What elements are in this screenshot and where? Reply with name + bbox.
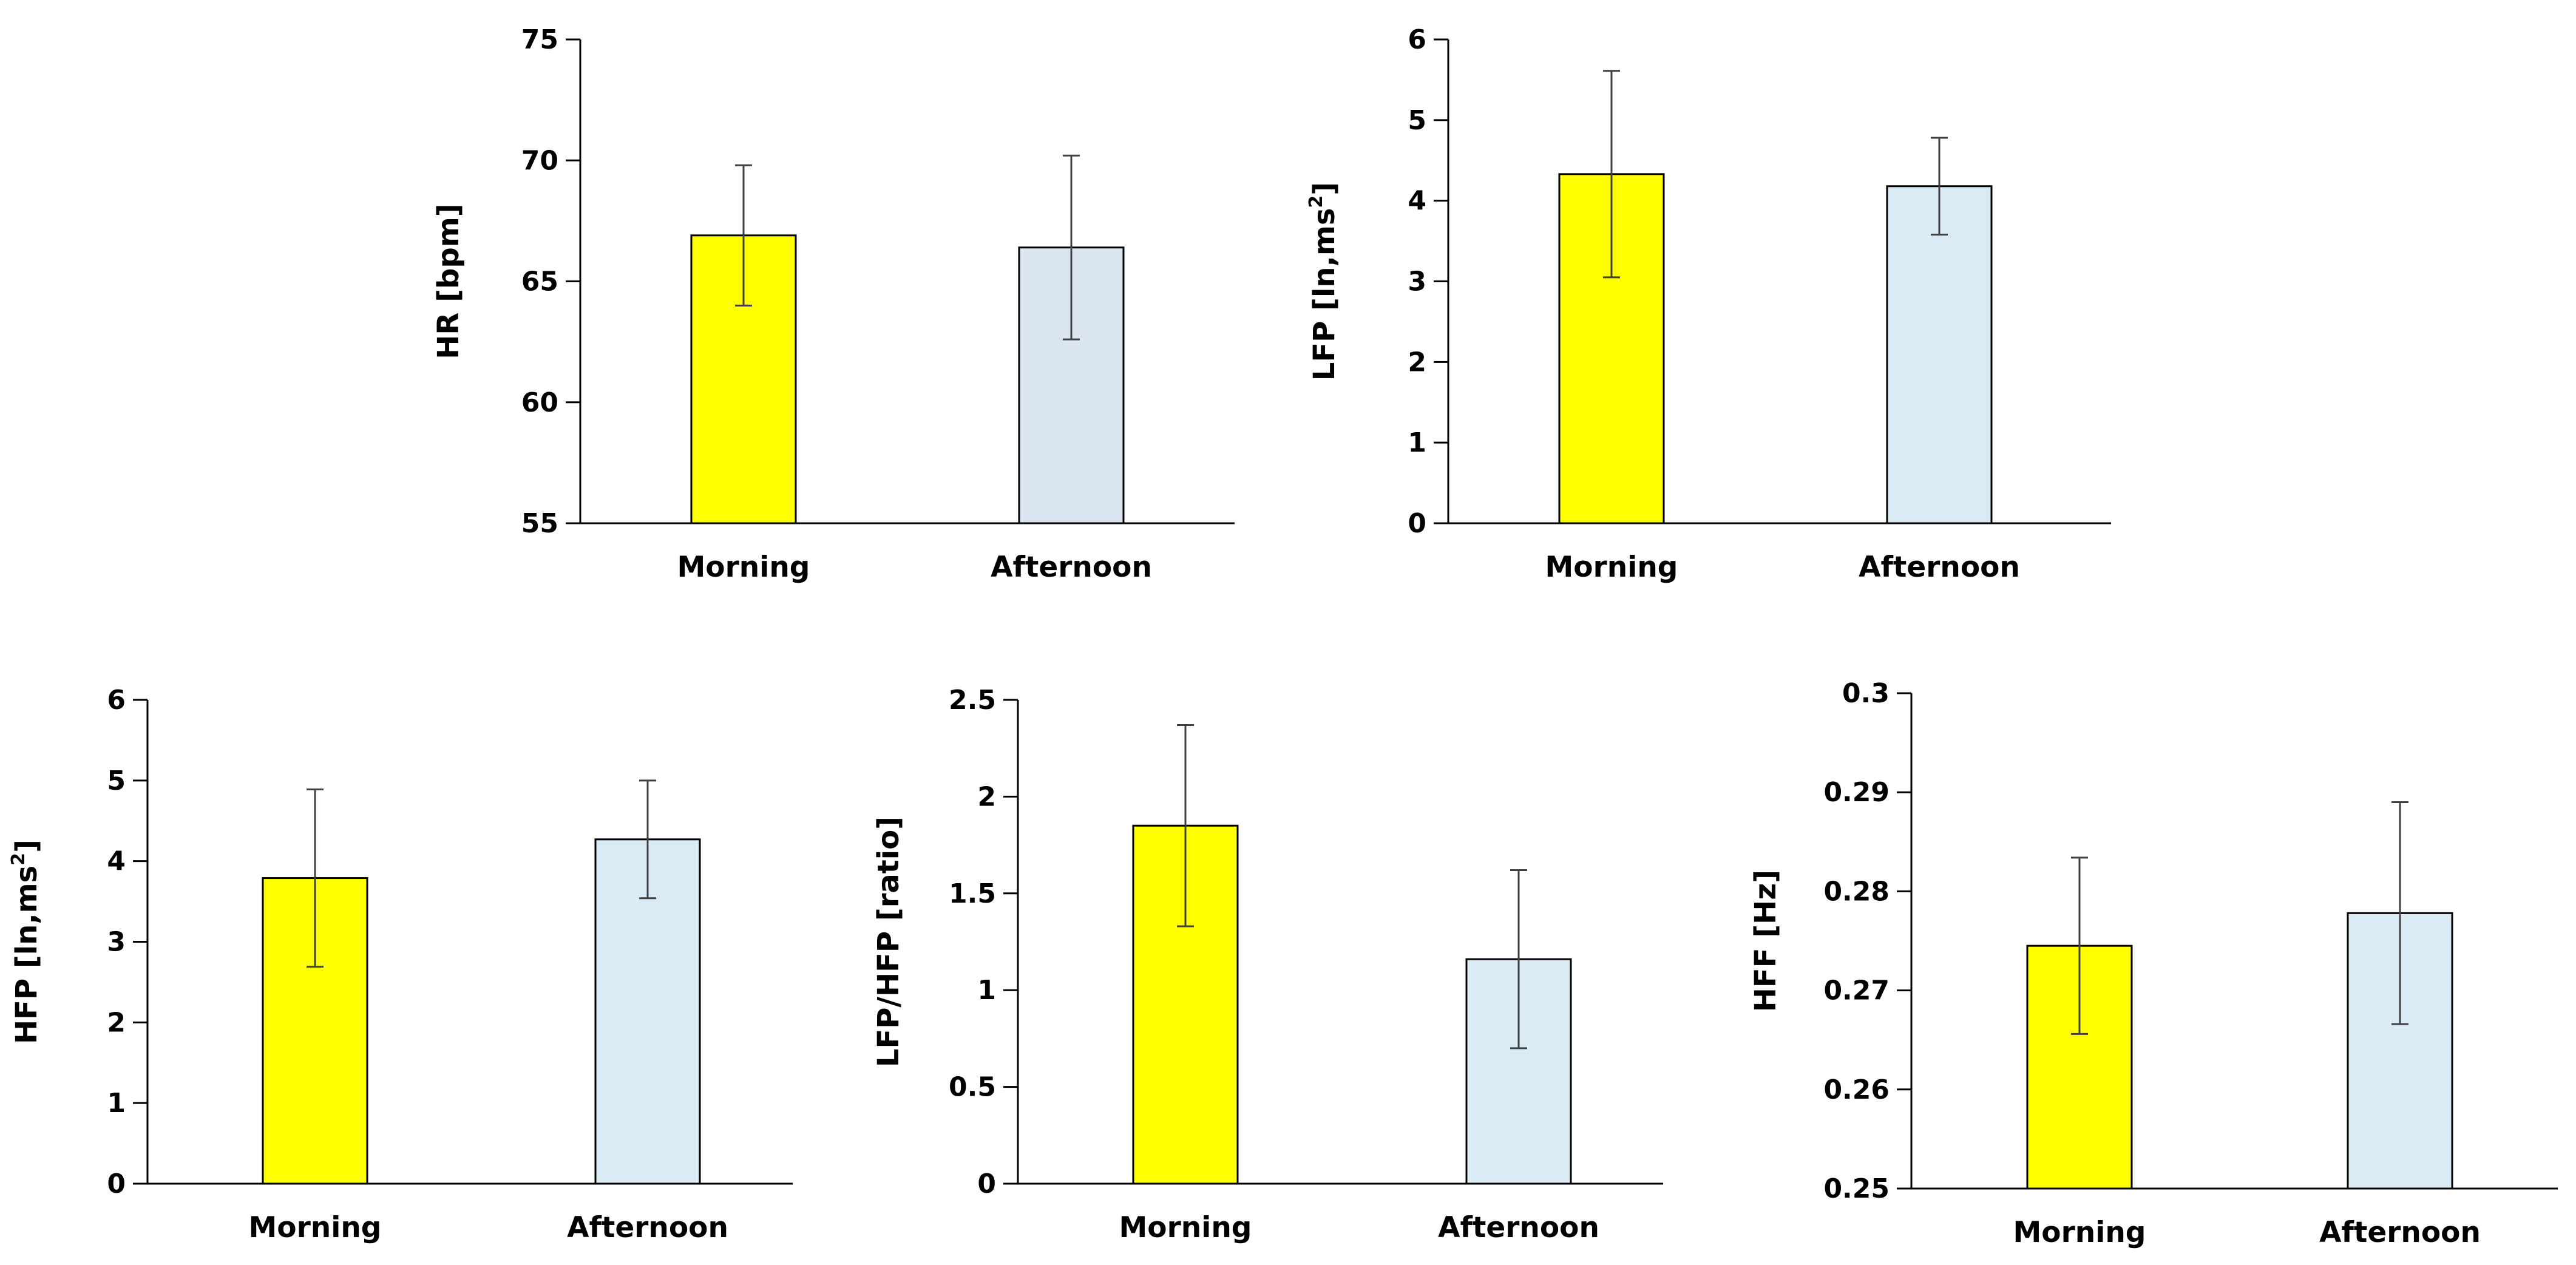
- y-tick-label: 0.26: [1823, 1074, 1890, 1105]
- chart-hr: 55 60 65 70 75 HR [bpm] Morning Afternoon: [432, 24, 1235, 584]
- error-bar-afternoon: [1931, 137, 1948, 236]
- y-tick-label: 0: [1408, 508, 1426, 539]
- y-tick-label: 6: [1408, 24, 1426, 55]
- chart-lfp: 0 1 2 3 4 5 6 LFP [ln,ms2] Morning Afternoon: [1306, 24, 2111, 584]
- chart-hff: 0.25 0.26 0.27 0.28 0.29 0.3 HFF [Hz] Morning Af…: [1749, 678, 2558, 1249]
- x-category-label: Morning: [1119, 1211, 1252, 1244]
- y-tick-label: 0.27: [1823, 975, 1890, 1006]
- x-category-label: Morning: [249, 1211, 382, 1244]
- x-category-label: Afternoon: [1438, 1211, 1599, 1244]
- y-tick-label: 4: [107, 846, 126, 877]
- y-tick-label: 60: [521, 387, 558, 418]
- y-axis-title: LFP [ln,ms2]: [1306, 182, 1341, 381]
- y-tick-label: 75: [521, 24, 558, 55]
- y-tick-label: 2: [977, 781, 996, 812]
- error-bar-morning: [2071, 856, 2088, 1035]
- y-tick-label: 5: [1408, 105, 1426, 136]
- error-bar-afternoon: [1510, 869, 1527, 1050]
- y-axis-title: HFF [Hz]: [1749, 870, 1783, 1012]
- y-tick-label: 0: [977, 1168, 996, 1199]
- y-tick-label: 1: [1408, 427, 1426, 458]
- y-tick-label: 70: [521, 145, 558, 176]
- y-axis-title: HR [bpm]: [432, 203, 466, 359]
- y-tick-label: 3: [1408, 266, 1426, 297]
- y-tick-label: 5: [107, 765, 126, 796]
- y-tick-label: 55: [521, 508, 558, 539]
- error-bar-afternoon: [1063, 154, 1080, 341]
- y-tick-label: 1: [977, 975, 996, 1006]
- y-tick-label: 1.5: [949, 878, 996, 909]
- y-axis-title: LFP/HFP [ratio]: [872, 816, 906, 1067]
- y-tick-label: 4: [1408, 186, 1426, 217]
- chart-hfp: 0 1 2 3 4 5 6 HFP [ln,ms2] Morning Afternoon: [8, 685, 793, 1244]
- y-tick-label: 0.29: [1823, 777, 1890, 808]
- y-tick-label: 2: [107, 1007, 126, 1038]
- y-tick-label: 0.3: [1842, 678, 1890, 709]
- chart-lfhf: 0 0.5 1 1.5 2 2.5 LFP/HFP [ratio] Morning Aftern…: [872, 685, 1663, 1244]
- y-tick-label: 0.28: [1823, 876, 1890, 907]
- y-tick-label: 1: [107, 1088, 126, 1119]
- y-tick-label: 0.5: [949, 1072, 996, 1103]
- x-category-label: Morning: [2013, 1216, 2146, 1249]
- x-category-label: Afternoon: [1859, 551, 2020, 584]
- error-bar-morning: [735, 164, 752, 307]
- y-tick-label: 2: [1408, 347, 1426, 378]
- y-tick-label: 0.25: [1823, 1173, 1890, 1204]
- x-category-label: Afternoon: [991, 551, 1152, 584]
- x-category-label: Morning: [677, 551, 810, 584]
- y-tick-label: 65: [521, 266, 558, 297]
- error-bar-morning: [1603, 70, 1620, 279]
- x-category-label: Morning: [1545, 551, 1678, 584]
- y-axis-title: HFP [ln,ms2]: [8, 839, 44, 1044]
- x-category-label: Afternoon: [567, 1211, 728, 1244]
- bar-afternoon: [1886, 185, 1993, 524]
- error-bar-morning: [1177, 724, 1194, 928]
- y-tick-label: 6: [107, 685, 126, 716]
- error-bar-morning: [307, 788, 324, 968]
- y-tick-label: 0: [107, 1168, 126, 1199]
- y-tick-label: 3: [107, 927, 126, 958]
- error-bar-afternoon: [2391, 801, 2408, 1025]
- x-category-label: Afternoon: [2319, 1216, 2481, 1249]
- error-bar-afternoon: [639, 779, 656, 900]
- y-tick-label: 2.5: [949, 685, 996, 716]
